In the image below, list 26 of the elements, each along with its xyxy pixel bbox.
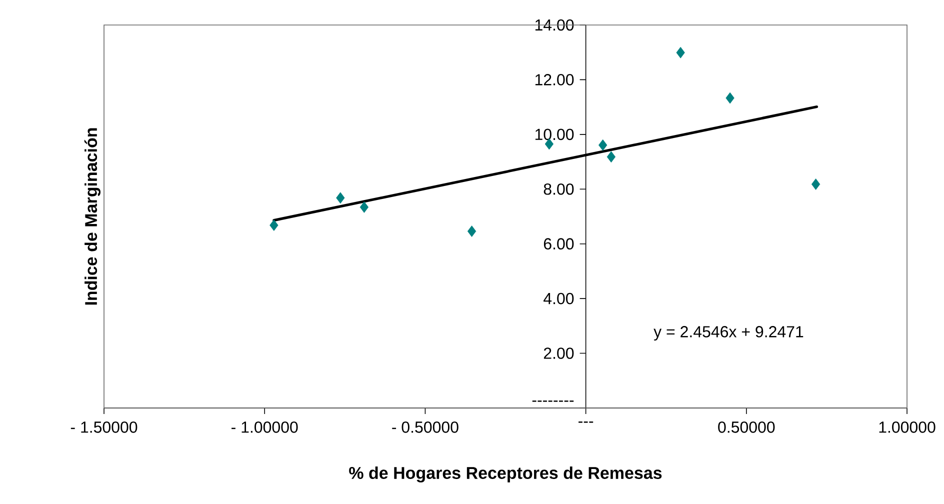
x-tick-label: - 0.50000 <box>392 422 458 433</box>
x-tick-label: 1.00000 <box>879 422 936 433</box>
y-tick-label: 4.00 <box>544 292 574 304</box>
y-tick-label: 10.00 <box>535 128 574 140</box>
y-tick-label: 14.00 <box>535 19 574 31</box>
x-tick-label: 0.50000 <box>718 422 775 433</box>
y-axis-title: Indice de Marginación <box>84 128 100 305</box>
y-tick-label: 6.00 <box>544 238 574 250</box>
point <box>270 220 278 231</box>
point <box>336 192 345 204</box>
y-tick-label: -------- <box>532 400 574 402</box>
y-tick-label: 8.00 <box>544 183 574 195</box>
point <box>811 178 820 190</box>
point <box>598 139 608 151</box>
y-tick-label: 12.00 <box>535 74 574 86</box>
point <box>726 92 734 104</box>
point <box>360 201 369 213</box>
y-tick-label: 2.00 <box>544 348 574 359</box>
x-axis-title: % de Hogares Receptores de Remesas <box>349 466 662 482</box>
x-tick-label: - 1.50000 <box>70 422 138 433</box>
point <box>676 46 685 58</box>
point <box>606 151 616 163</box>
x-tick-label: --- <box>578 422 594 423</box>
x-tick-label: - 1.00000 <box>232 422 298 433</box>
annotation: y = 2.4546x + 9.2471 <box>654 326 804 341</box>
point <box>467 226 476 237</box>
